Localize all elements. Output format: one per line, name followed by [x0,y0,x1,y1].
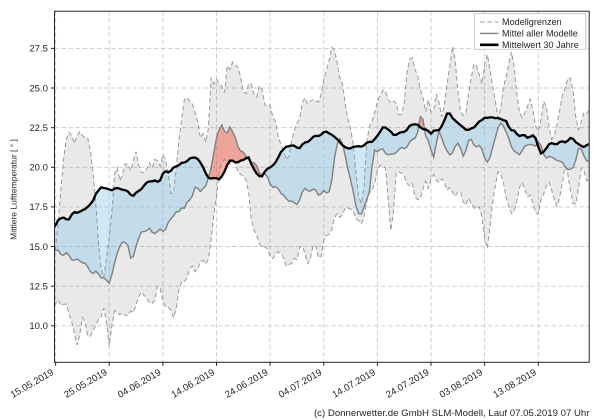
svg-text:27.5: 27.5 [29,44,48,55]
svg-text:17.5: 17.5 [29,202,48,213]
svg-text:(c) Donnerwetter.de GmbH SLM-M: (c) Donnerwetter.de GmbH SLM-Modell, Lau… [314,408,590,419]
svg-text:15.0: 15.0 [29,242,48,253]
svg-text:Mittel aller Modelle: Mittel aller Modelle [502,29,578,39]
svg-text:Mittlere Lufttemperatur [ ° ]: Mittlere Lufttemperatur [ ° ] [9,139,19,240]
svg-text:Modellgrenzen: Modellgrenzen [502,17,562,27]
svg-text:22.5: 22.5 [29,123,48,134]
svg-text:12.5: 12.5 [29,282,48,293]
svg-text:25.0: 25.0 [29,83,48,94]
svg-text:20.0: 20.0 [29,163,48,174]
svg-text:Mittelwert 30 Jahre: Mittelwert 30 Jahre [502,40,579,50]
svg-text:10.0: 10.0 [29,321,48,332]
